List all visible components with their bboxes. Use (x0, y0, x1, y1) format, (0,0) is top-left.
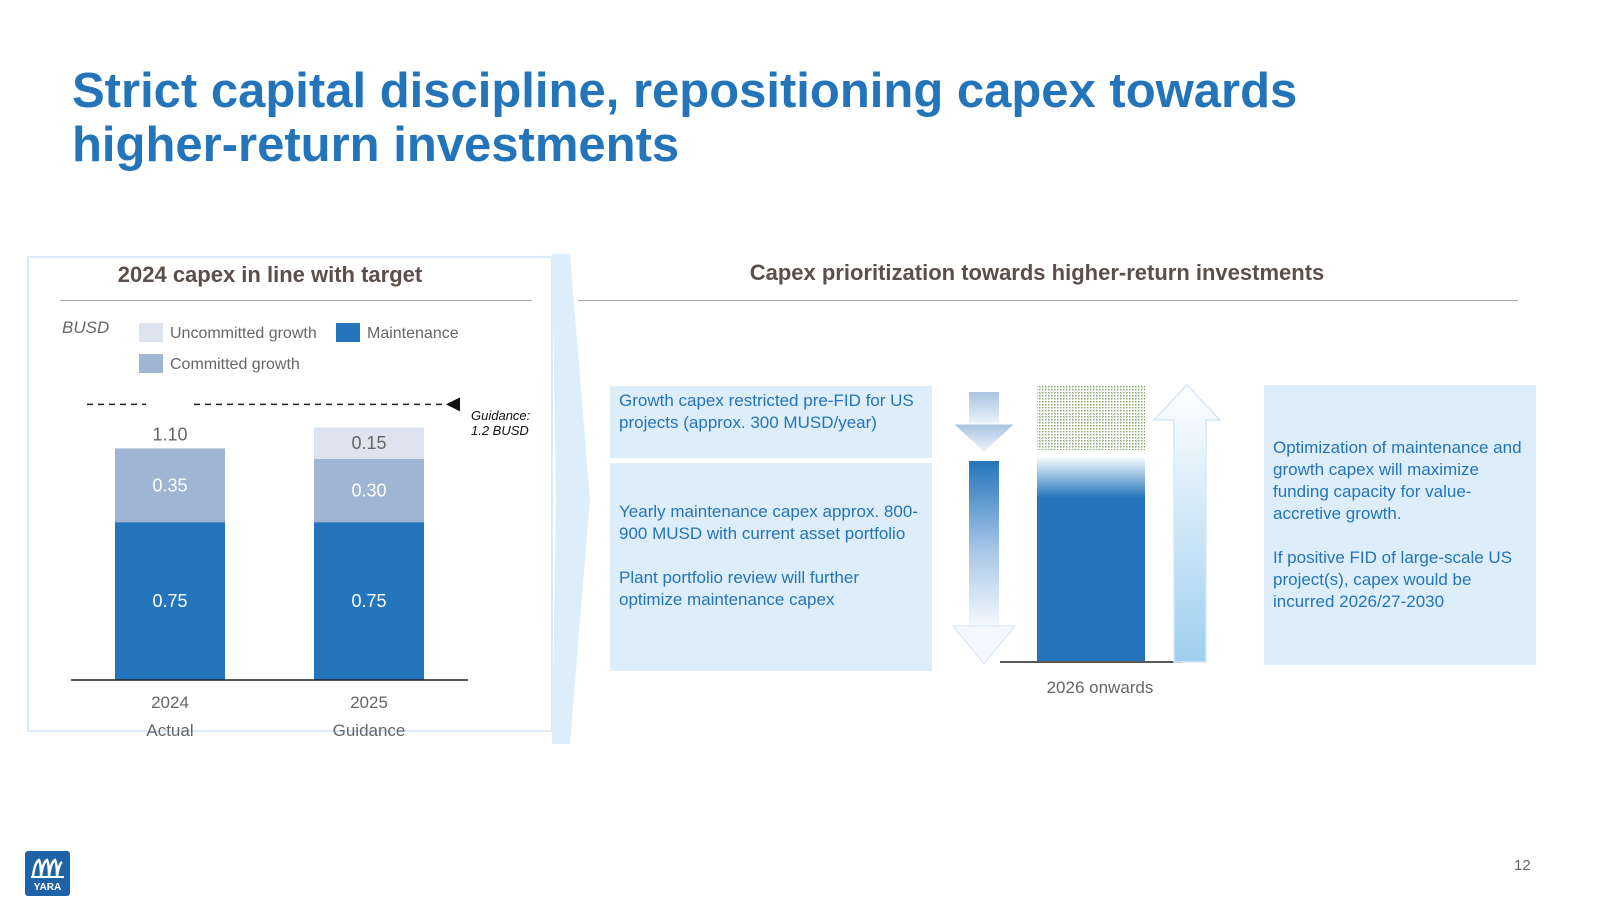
right-panel-heading: Capex prioritization towards higher-retu… (749, 260, 1325, 285)
data-label: 0.35 (152, 475, 187, 495)
bar-segment-maintenance (314, 522, 424, 680)
optimization-text-1: Optimization of maintenance and growth c… (1273, 438, 1522, 523)
data-label: 0.30 (351, 481, 386, 501)
title-line-1: Strict capital discipline, repositioning… (72, 64, 1298, 118)
category-label: 2025 (350, 693, 388, 712)
up-arrow-icon (1152, 383, 1222, 663)
capex-illustration (951, 383, 1222, 665)
bar-segment-uncommitted-growth (314, 427, 424, 459)
bar-segment-committed-growth (314, 458, 424, 523)
total-label: 1.10 (152, 424, 187, 444)
legend-label-uncommitted: Uncommitted growth (170, 325, 317, 342)
left-panel-heading: 2024 capex in line with target (117, 262, 423, 287)
guidance-marker-icon (446, 397, 460, 412)
data-label: 0.75 (351, 591, 386, 611)
maintenance-capex-box: Yearly maintenance capex approx. 800-900… (610, 463, 932, 671)
bar-segment-maintenance (115, 522, 225, 680)
category-label: 2024 (151, 693, 189, 712)
unit-label: BUSD (62, 318, 110, 337)
bar-segment-committed-growth (115, 448, 225, 523)
guidance-line-1: Guidance: (471, 408, 531, 423)
axis-label-2026: 2026 onwards (1046, 678, 1154, 697)
capex-stacked-bar-chart: 0.75 0.35 1.10 2024 Actual 0.75 0.30 0.15 2025 Gu… (71, 397, 468, 740)
data-label: 0.15 (351, 433, 386, 453)
logo-text: YARA (33, 882, 62, 893)
bar-fade-section (1037, 456, 1145, 498)
maintenance-capex-text-1: Yearly maintenance capex approx. 800-900… (619, 502, 918, 543)
page-number: 12 (1514, 857, 1531, 874)
legend-swatch-uncommitted (139, 323, 163, 342)
guidance-label: Guidance: 1.2 BUSD (471, 408, 530, 438)
guidance-line-2: 1.2 BUSD (471, 423, 529, 438)
growth-capex-text: Growth capex restricted pre-FID for US p… (619, 391, 914, 432)
down-arrow-icon (951, 461, 1017, 665)
down-arrow-icon (951, 392, 1017, 453)
bar-2026-block (1037, 497, 1145, 661)
page-title: Strict capital discipline, repositioning… (72, 64, 1512, 172)
growth-capex-box: Growth capex restricted pre-FID for US p… (610, 386, 932, 458)
legend-swatch-committed (139, 354, 163, 373)
optimization-box: Optimization of maintenance and growth c… (1264, 385, 1536, 665)
data-label: 0.75 (152, 591, 187, 611)
category-sublabel: Guidance (333, 721, 406, 740)
yara-logo-icon: YARA (25, 851, 70, 896)
uncommitted-growth-block (1037, 386, 1145, 450)
legend-label-maintenance: Maintenance (367, 325, 459, 342)
category-sublabel: Actual (146, 721, 193, 740)
title-line-2: higher-return investments (72, 118, 680, 172)
left-panel-rule (60, 300, 532, 301)
legend-swatch-maintenance (336, 323, 360, 342)
right-panel-rule (578, 300, 1518, 301)
optimization-text-2: If positive FID of large-scale US projec… (1273, 548, 1513, 611)
chevron-divider-icon (552, 254, 590, 744)
left-chart-panel (27, 256, 553, 732)
legend-label-committed: Committed growth (170, 356, 300, 373)
maintenance-capex-text-2: Plant portfolio review will further opti… (619, 568, 859, 609)
